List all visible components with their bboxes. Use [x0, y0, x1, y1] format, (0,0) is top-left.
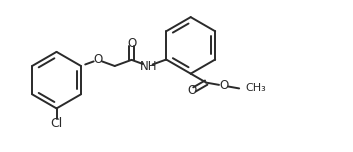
Text: O: O [127, 37, 136, 50]
Text: Cl: Cl [50, 117, 63, 130]
Text: NH: NH [140, 59, 157, 73]
Text: O: O [93, 53, 102, 66]
Text: O: O [219, 79, 228, 92]
Text: CH₃: CH₃ [245, 83, 266, 93]
Text: O: O [187, 84, 197, 97]
